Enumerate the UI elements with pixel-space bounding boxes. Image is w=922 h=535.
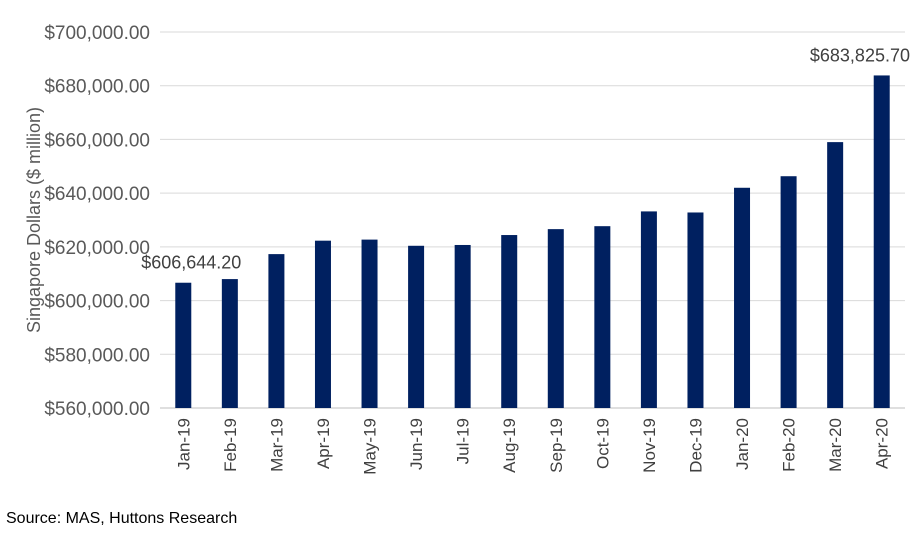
x-tick-label: Mar-19 — [267, 418, 286, 472]
y-tick-label: $640,000.00 — [44, 184, 150, 205]
bar — [873, 75, 890, 409]
x-tick-label: Feb-20 — [780, 418, 799, 472]
y-tick-label: $560,000.00 — [44, 399, 150, 420]
x-tick-label: Apr-19 — [314, 418, 333, 469]
y-axis-tick-labels: $560,000.00 $580,000.00 $600,000.00 $620,00… — [44, 23, 150, 420]
y-tick-label: $600,000.00 — [44, 292, 150, 313]
x-tick-label: Jan-19 — [174, 418, 193, 470]
bar — [221, 279, 238, 408]
x-tick-label: Mar-20 — [826, 418, 845, 472]
x-tick-label: Dec-19 — [686, 418, 705, 473]
x-tick-label: Jul-19 — [454, 418, 473, 464]
x-tick-label: Apr-20 — [873, 418, 892, 469]
bar — [547, 229, 564, 408]
bar — [780, 176, 797, 408]
x-tick-label: Feb-19 — [221, 418, 240, 472]
x-tick-label: Jun-19 — [407, 418, 426, 470]
bar — [175, 282, 192, 408]
x-axis-tick-labels: Jan-19 Feb-19 Mar-19 Apr-19 May-19 Jun-19 Jul-… — [174, 418, 891, 475]
bar — [361, 239, 378, 408]
bar — [454, 244, 471, 408]
bar — [314, 240, 331, 408]
bar-chart: $560,000.00 $580,000.00 $600,000.00 $620,00… — [24, 23, 910, 475]
x-tick-label: Jan-20 — [733, 418, 752, 470]
x-tick-label: Oct-19 — [593, 418, 612, 469]
y-tick-label: $620,000.00 — [44, 238, 150, 259]
y-tick-label: $700,000.00 — [44, 23, 150, 44]
bars — [175, 75, 890, 409]
bar — [827, 142, 844, 408]
bar — [734, 187, 751, 408]
bar — [687, 212, 704, 408]
x-tick-label: Aug-19 — [500, 418, 519, 473]
bar — [408, 245, 425, 408]
bar — [640, 211, 657, 408]
x-tick-label: Nov-19 — [640, 418, 659, 473]
bar — [268, 254, 285, 408]
bar — [594, 226, 611, 408]
x-tick-label: Sep-19 — [547, 418, 566, 473]
x-tick-label: May-19 — [361, 418, 380, 475]
data-label: $606,644.20 — [141, 253, 241, 273]
bar — [501, 235, 518, 408]
source-note: Source: MAS, Huttons Research — [6, 510, 238, 527]
data-label: $683,825.70 — [810, 45, 910, 65]
y-tick-label: $580,000.00 — [44, 345, 150, 366]
y-tick-label: $680,000.00 — [44, 77, 150, 98]
y-tick-label: $660,000.00 — [44, 130, 150, 151]
data-labels: $606,644.20 $683,825.70 — [141, 45, 910, 272]
y-axis-title: Singapore Dollars ($ million) — [24, 107, 44, 333]
